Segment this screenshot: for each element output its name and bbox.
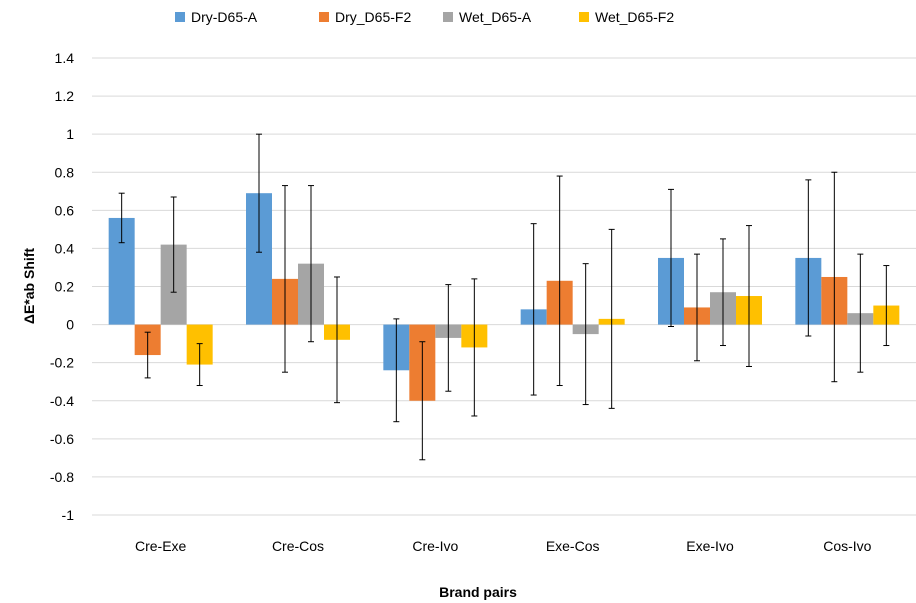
legend-label: Wet_D65-A xyxy=(459,9,532,25)
y-tick-label: 0.6 xyxy=(55,202,75,218)
y-tick-label: -0.4 xyxy=(50,393,74,409)
y-tick-label: -0.8 xyxy=(50,469,74,485)
x-tick-label: Cre-Exe xyxy=(135,538,187,554)
legend-label: Wet_D65-F2 xyxy=(595,9,674,25)
legend-label: Dry-D65-A xyxy=(191,9,258,25)
x-tick-label: Cre-Ivo xyxy=(412,538,458,554)
y-tick-label: 1.4 xyxy=(55,50,75,66)
bars xyxy=(108,193,900,401)
y-tick-label: 0.8 xyxy=(55,164,75,180)
y-axis-ticks: -1 -0.8 -0.6 -0.4 -0.2 0 0.2 0.4 0.6 0.8 1 1.2 1.4 xyxy=(50,50,74,523)
error-bars xyxy=(118,133,890,461)
x-axis-ticks: Cre-Exe Cre-Cos Cre-Ivo Exe-Cos Exe-Ivo Cos-I… xyxy=(135,538,872,554)
y-tick-label: -0.2 xyxy=(50,355,74,371)
y-tick-label: 0.2 xyxy=(55,279,75,295)
x-tick-label: Exe-Cos xyxy=(546,538,600,554)
y-axis-title: ΔE*ab Shift xyxy=(21,248,37,325)
x-axis-title: Brand pairs xyxy=(439,584,517,600)
legend-swatch xyxy=(443,12,453,22)
y-tick-label: 0.4 xyxy=(55,240,75,256)
y-tick-label: -0.6 xyxy=(50,431,74,447)
y-tick-label: -1 xyxy=(62,507,75,523)
y-tick-label: 1 xyxy=(66,126,74,142)
gridlines xyxy=(92,57,916,516)
y-tick-label: 1.2 xyxy=(55,88,75,104)
x-tick-label: Exe-Ivo xyxy=(686,538,734,554)
x-tick-label: Cos-Ivo xyxy=(823,538,871,554)
legend: Dry-D65-A Dry_D65-F2 Wet_D65-A Wet_D65-F2 xyxy=(175,9,674,25)
legend-label: Dry_D65-F2 xyxy=(335,9,411,25)
legend-swatch xyxy=(175,12,185,22)
x-tick-label: Cre-Cos xyxy=(272,538,324,554)
y-tick-label: 0 xyxy=(66,317,74,333)
legend-swatch xyxy=(319,12,329,22)
legend-swatch xyxy=(579,12,589,22)
